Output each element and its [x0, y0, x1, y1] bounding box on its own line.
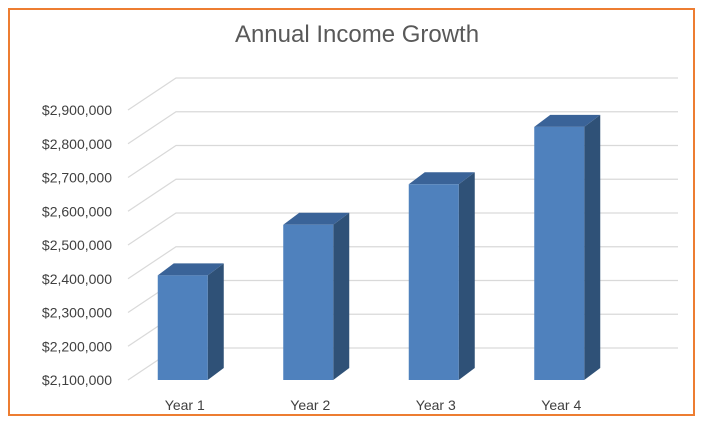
y-tick-label: $2,100,000	[42, 372, 112, 388]
chart-title: Annual Income Growth	[235, 21, 479, 48]
y-tick-label: $2,500,000	[42, 237, 112, 253]
bar-front	[408, 184, 459, 380]
bar-front	[283, 224, 334, 380]
x-tick-label: Year 3	[416, 397, 456, 413]
y-tick-label: $2,200,000	[42, 338, 112, 354]
x-tick-label: Year 2	[290, 397, 330, 413]
x-tick-label: Year 1	[165, 397, 205, 413]
gridline	[127, 144, 678, 178]
bar-front	[157, 275, 208, 380]
grid	[127, 77, 678, 381]
gridline	[127, 77, 678, 111]
y-tick-label: $2,600,000	[42, 203, 112, 219]
y-axis-labels: $2,100,000 $2,200,000 $2,300,000 $2,400,000…	[42, 102, 112, 388]
bar-side	[333, 212, 350, 380]
bar-top	[534, 114, 601, 127]
bar-top	[408, 172, 475, 185]
bar-top	[157, 263, 224, 276]
bar	[157, 263, 224, 380]
bar	[534, 114, 601, 380]
x-tick-label: Year 4	[541, 397, 581, 413]
bar-side	[584, 114, 601, 380]
bar-side	[207, 263, 224, 380]
bar-front	[534, 126, 585, 380]
gridline	[127, 178, 678, 212]
bar	[283, 212, 350, 380]
y-tick-label: $2,800,000	[42, 136, 112, 152]
y-tick-label: $2,300,000	[42, 305, 112, 321]
bar	[408, 172, 475, 380]
gridline	[127, 111, 678, 145]
gridline	[127, 212, 678, 246]
bars	[157, 114, 601, 380]
y-tick-label: $2,700,000	[42, 170, 112, 186]
x-axis-labels: Year 1 Year 2 Year 3 Year 4	[165, 397, 582, 413]
bar-top	[283, 212, 350, 225]
y-tick-label: $2,400,000	[42, 271, 112, 287]
bar-side	[458, 172, 475, 380]
gridline	[127, 246, 678, 280]
y-tick-label: $2,900,000	[42, 102, 112, 118]
